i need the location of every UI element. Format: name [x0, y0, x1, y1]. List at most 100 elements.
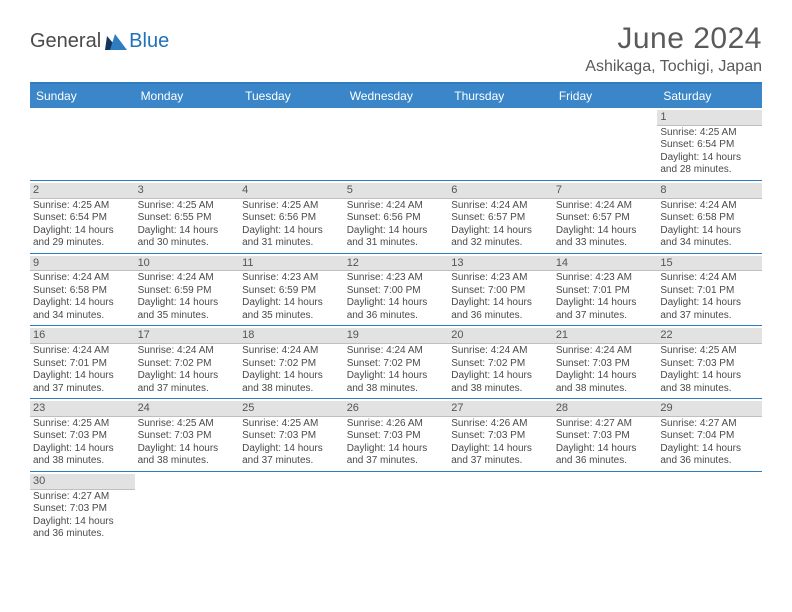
- sunset-line: Sunset: 7:03 PM: [33, 430, 132, 443]
- day-number: 16: [30, 328, 135, 344]
- calendar-day-cell: 17Sunrise: 4:24 AMSunset: 7:02 PMDayligh…: [135, 326, 240, 399]
- daylight-line: Daylight: 14 hours: [138, 225, 237, 238]
- daylight-line: Daylight: 14 hours: [660, 297, 759, 310]
- sunrise-line: Sunrise: 4:25 AM: [138, 418, 237, 431]
- calendar-week-row: 23Sunrise: 4:25 AMSunset: 7:03 PMDayligh…: [30, 399, 762, 472]
- day-number: 11: [239, 256, 344, 272]
- daylight-line: Daylight: 14 hours: [347, 297, 446, 310]
- calendar-day-cell: 3Sunrise: 4:25 AMSunset: 6:55 PMDaylight…: [135, 180, 240, 253]
- sunset-line: Sunset: 7:03 PM: [660, 358, 759, 371]
- sunset-line: Sunset: 6:55 PM: [138, 212, 237, 225]
- daylight-line: Daylight: 14 hours: [451, 297, 550, 310]
- sunset-line: Sunset: 7:02 PM: [347, 358, 446, 371]
- calendar-day-cell: 7Sunrise: 4:24 AMSunset: 6:57 PMDaylight…: [553, 180, 658, 253]
- daylight-line: Daylight: 14 hours: [138, 370, 237, 383]
- brand-logo: General Blue: [30, 22, 169, 53]
- calendar-day-cell: 18Sunrise: 4:24 AMSunset: 7:02 PMDayligh…: [239, 326, 344, 399]
- daylight-line: Daylight: 14 hours: [556, 370, 655, 383]
- calendar-day-cell: 10Sunrise: 4:24 AMSunset: 6:59 PMDayligh…: [135, 253, 240, 326]
- sunset-line: Sunset: 6:57 PM: [556, 212, 655, 225]
- sunrise-line: Sunrise: 4:25 AM: [33, 418, 132, 431]
- daylight-line: Daylight: 14 hours: [660, 443, 759, 456]
- day-number: 1: [657, 110, 762, 126]
- daylight-line: and 36 minutes.: [556, 455, 655, 468]
- sunset-line: Sunset: 7:02 PM: [242, 358, 341, 371]
- daylight-line: Daylight: 14 hours: [347, 443, 446, 456]
- day-number: 21: [553, 328, 658, 344]
- daylight-line: and 34 minutes.: [33, 310, 132, 323]
- month-title: June 2024: [585, 22, 762, 56]
- calendar-day-cell: 19Sunrise: 4:24 AMSunset: 7:02 PMDayligh…: [344, 326, 449, 399]
- sunrise-line: Sunrise: 4:24 AM: [242, 345, 341, 358]
- calendar-day-cell: [448, 471, 553, 543]
- sunrise-line: Sunrise: 4:24 AM: [138, 345, 237, 358]
- sunset-line: Sunset: 7:04 PM: [660, 430, 759, 443]
- sunrise-line: Sunrise: 4:25 AM: [242, 200, 341, 213]
- calendar-day-cell: 23Sunrise: 4:25 AMSunset: 7:03 PMDayligh…: [30, 399, 135, 472]
- calendar-week-row: 1Sunrise: 4:25 AMSunset: 6:54 PMDaylight…: [30, 108, 762, 180]
- sunrise-line: Sunrise: 4:27 AM: [33, 491, 132, 504]
- daylight-line: and 28 minutes.: [660, 164, 759, 177]
- calendar-day-cell: 27Sunrise: 4:26 AMSunset: 7:03 PMDayligh…: [448, 399, 553, 472]
- day-number: 5: [344, 183, 449, 199]
- sunrise-line: Sunrise: 4:27 AM: [660, 418, 759, 431]
- day-number: 25: [239, 401, 344, 417]
- calendar-day-cell: 24Sunrise: 4:25 AMSunset: 7:03 PMDayligh…: [135, 399, 240, 472]
- sunrise-line: Sunrise: 4:24 AM: [451, 200, 550, 213]
- daylight-line: Daylight: 14 hours: [347, 370, 446, 383]
- sunrise-line: Sunrise: 4:23 AM: [347, 272, 446, 285]
- daylight-line: Daylight: 14 hours: [33, 297, 132, 310]
- brand-part2: Blue: [129, 30, 169, 53]
- sunset-line: Sunset: 7:02 PM: [451, 358, 550, 371]
- weekday-header: Saturday: [657, 83, 762, 108]
- daylight-line: and 36 minutes.: [347, 310, 446, 323]
- daylight-line: and 38 minutes.: [242, 383, 341, 396]
- sunrise-line: Sunrise: 4:24 AM: [660, 200, 759, 213]
- daylight-line: Daylight: 14 hours: [242, 297, 341, 310]
- daylight-line: Daylight: 14 hours: [242, 225, 341, 238]
- calendar-day-cell: 6Sunrise: 4:24 AMSunset: 6:57 PMDaylight…: [448, 180, 553, 253]
- sunrise-line: Sunrise: 4:26 AM: [347, 418, 446, 431]
- calendar-day-cell: [344, 471, 449, 543]
- sunset-line: Sunset: 6:59 PM: [242, 285, 341, 298]
- sunset-line: Sunset: 7:03 PM: [556, 358, 655, 371]
- weekday-header: Wednesday: [344, 83, 449, 108]
- day-number: 26: [344, 401, 449, 417]
- calendar-day-cell: [135, 471, 240, 543]
- day-number: 10: [135, 256, 240, 272]
- calendar-day-cell: 29Sunrise: 4:27 AMSunset: 7:04 PMDayligh…: [657, 399, 762, 472]
- calendar-day-cell: 9Sunrise: 4:24 AMSunset: 6:58 PMDaylight…: [30, 253, 135, 326]
- sunset-line: Sunset: 6:54 PM: [33, 212, 132, 225]
- calendar-day-cell: 2Sunrise: 4:25 AMSunset: 6:54 PMDaylight…: [30, 180, 135, 253]
- daylight-line: Daylight: 14 hours: [451, 443, 550, 456]
- calendar-week-row: 16Sunrise: 4:24 AMSunset: 7:01 PMDayligh…: [30, 326, 762, 399]
- daylight-line: and 38 minutes.: [33, 455, 132, 468]
- calendar-day-cell: 26Sunrise: 4:26 AMSunset: 7:03 PMDayligh…: [344, 399, 449, 472]
- daylight-line: and 31 minutes.: [347, 237, 446, 250]
- daylight-line: and 37 minutes.: [660, 310, 759, 323]
- daylight-line: Daylight: 14 hours: [33, 225, 132, 238]
- sunrise-line: Sunrise: 4:24 AM: [33, 272, 132, 285]
- sunset-line: Sunset: 7:02 PM: [138, 358, 237, 371]
- location-subtitle: Ashikaga, Tochigi, Japan: [585, 58, 762, 76]
- calendar-day-cell: [239, 108, 344, 180]
- calendar-table: Sunday Monday Tuesday Wednesday Thursday…: [30, 82, 762, 544]
- sunrise-line: Sunrise: 4:24 AM: [347, 200, 446, 213]
- day-number: 6: [448, 183, 553, 199]
- day-number: 14: [553, 256, 658, 272]
- daylight-line: Daylight: 14 hours: [138, 297, 237, 310]
- sunrise-line: Sunrise: 4:24 AM: [451, 345, 550, 358]
- day-number: 3: [135, 183, 240, 199]
- sunrise-line: Sunrise: 4:24 AM: [660, 272, 759, 285]
- sunrise-line: Sunrise: 4:23 AM: [451, 272, 550, 285]
- calendar-day-cell: [30, 108, 135, 180]
- day-number: 12: [344, 256, 449, 272]
- weekday-header: Sunday: [30, 83, 135, 108]
- calendar-week-row: 2Sunrise: 4:25 AMSunset: 6:54 PMDaylight…: [30, 180, 762, 253]
- day-number: 4: [239, 183, 344, 199]
- sunset-line: Sunset: 7:03 PM: [451, 430, 550, 443]
- daylight-line: Daylight: 14 hours: [451, 370, 550, 383]
- calendar-day-cell: 15Sunrise: 4:24 AMSunset: 7:01 PMDayligh…: [657, 253, 762, 326]
- day-number: 2: [30, 183, 135, 199]
- calendar-day-cell: 1Sunrise: 4:25 AMSunset: 6:54 PMDaylight…: [657, 108, 762, 180]
